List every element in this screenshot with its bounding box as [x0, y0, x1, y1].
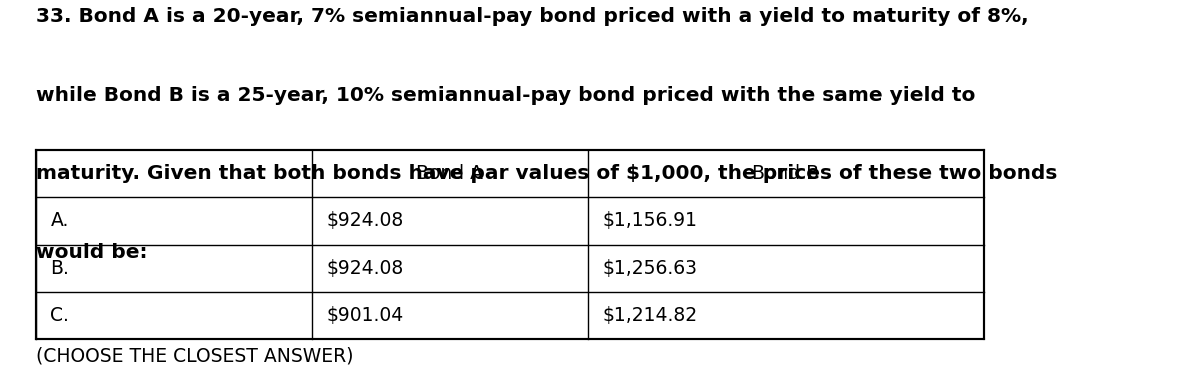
Text: (CHOOSE THE CLOSEST ANSWER): (CHOOSE THE CLOSEST ANSWER) [36, 347, 354, 365]
Text: 33. Bond A is a 20-year, 7% semiannual-pay bond priced with a yield to maturity : 33. Bond A is a 20-year, 7% semiannual-p… [36, 7, 1028, 26]
Text: $901.04: $901.04 [326, 306, 403, 325]
Text: maturity. Given that both bonds have par values of $1,000, the prices of these t: maturity. Given that both bonds have par… [36, 164, 1057, 183]
Text: A.: A. [50, 211, 68, 230]
Text: Bond B: Bond B [752, 164, 820, 183]
Text: while Bond B is a 25-year, 10% semiannual-pay bond priced with the same yield to: while Bond B is a 25-year, 10% semiannua… [36, 86, 976, 105]
Text: C.: C. [50, 306, 70, 325]
Text: $1,156.91: $1,156.91 [602, 211, 697, 230]
Text: $924.08: $924.08 [326, 211, 403, 230]
Text: $924.08: $924.08 [326, 259, 403, 278]
Text: Bond A: Bond A [416, 164, 484, 183]
Bar [36, 150, 984, 339]
Text: $1,256.63: $1,256.63 [602, 259, 697, 278]
Text: would be:: would be: [36, 243, 148, 262]
Text: $1,214.82: $1,214.82 [602, 306, 697, 325]
Text: B.: B. [50, 259, 70, 278]
